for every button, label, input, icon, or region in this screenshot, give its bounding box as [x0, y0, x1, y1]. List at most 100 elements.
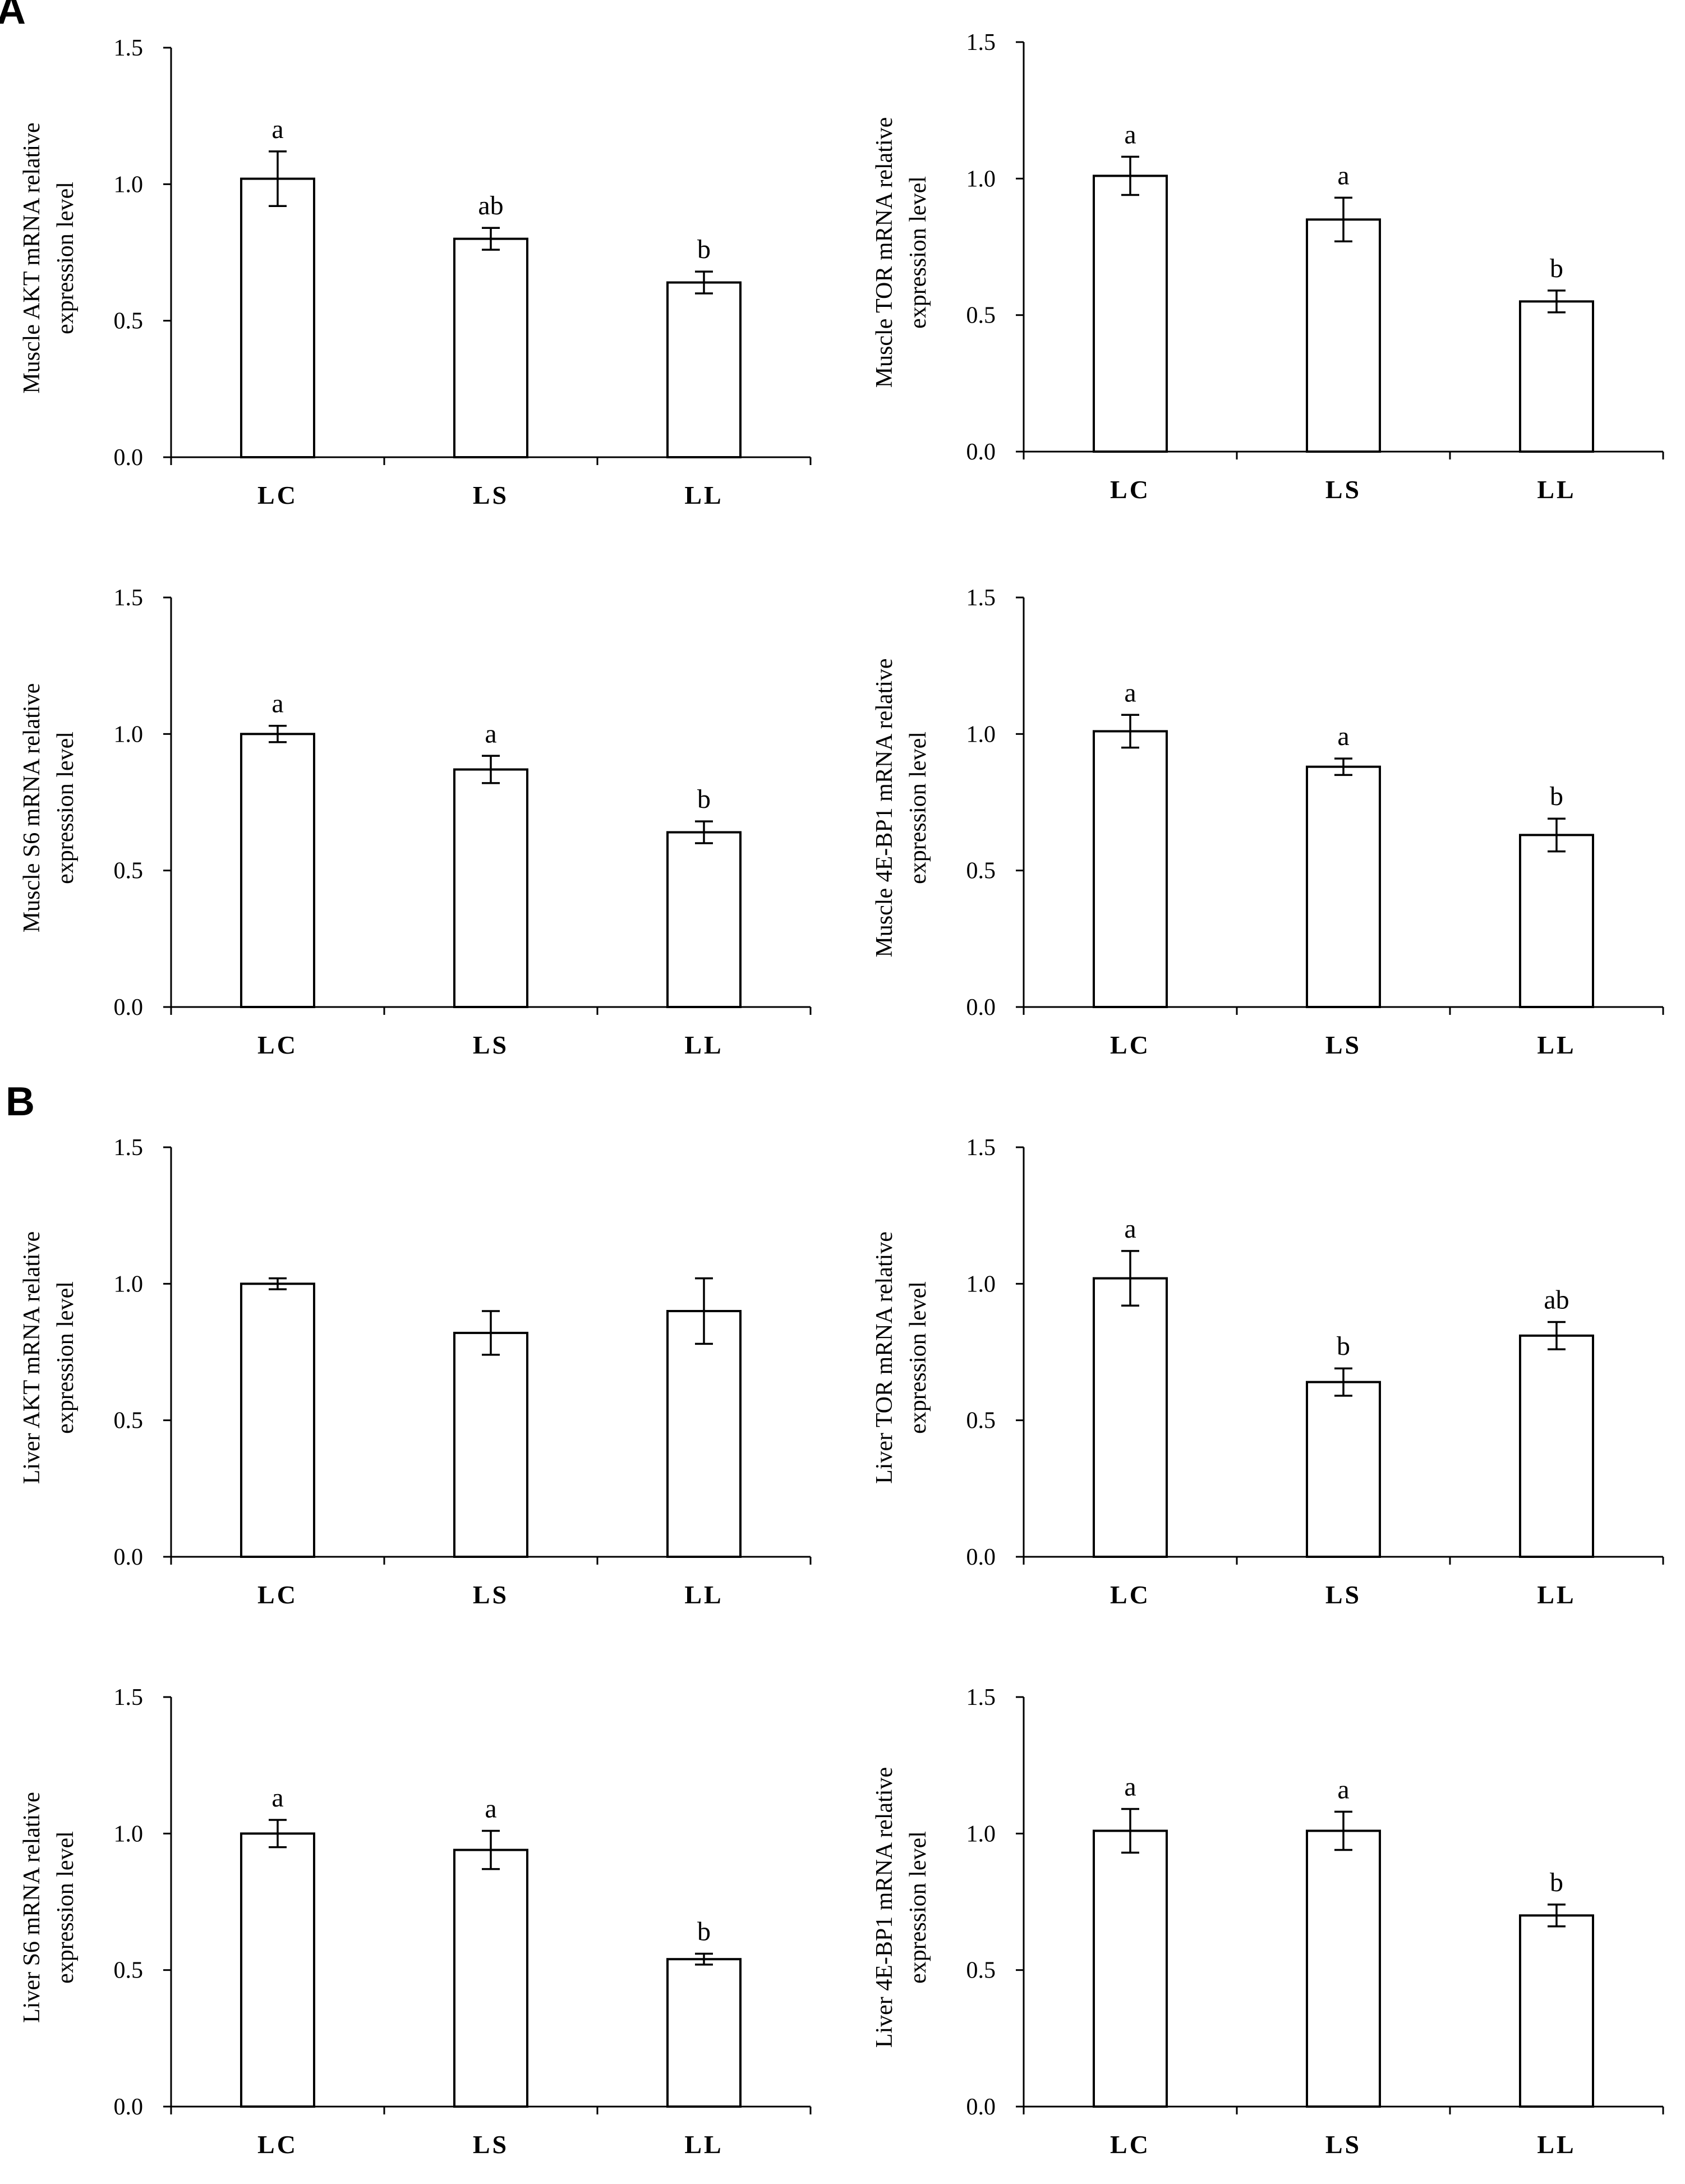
- y-tick-label: 1.5: [114, 35, 144, 61]
- bar-ll: [666, 1958, 742, 2108]
- significance-letter: b: [1550, 254, 1563, 283]
- chart-liver-akt: Liver AKT mRNA relative expression level 0…: [19, 1135, 812, 1609]
- y-tick-label: 1.0: [114, 172, 144, 197]
- bar-lc: [240, 733, 315, 1008]
- chart-muscle-akt: Muscle AKT mRNA relative expression level…: [19, 35, 812, 509]
- category-label: LS: [1325, 475, 1361, 504]
- y-tick-label: 0.0: [114, 445, 144, 471]
- y-tick-label: 0.0: [966, 995, 996, 1020]
- y-tick-label: 1.0: [966, 1821, 996, 1847]
- y-axis-label-line: Liver 4E-BP1 mRNA relative: [872, 1767, 897, 2048]
- y-tick-label: 1.0: [966, 1271, 996, 1297]
- chart-liver-tor: Liver TOR mRNA relative expression level 0…: [872, 1135, 1664, 1609]
- significance-letter: a: [271, 1783, 283, 1813]
- category-label: LL: [684, 1580, 723, 1609]
- y-tick-label: 1.5: [114, 1685, 144, 1711]
- category-label: LC: [257, 2130, 298, 2159]
- y-tick-label: 1.5: [966, 30, 996, 56]
- y-tick-label: 0.5: [114, 858, 144, 884]
- y-axis-label-line: Muscle 4E-BP1 mRNA relative: [872, 658, 897, 957]
- bar-lc: [1093, 1829, 1168, 2108]
- category-label: LC: [257, 1031, 298, 1059]
- bar-lc: [240, 1282, 315, 1558]
- category-label: LS: [1325, 2130, 1361, 2159]
- category-label: LC: [1110, 1031, 1150, 1059]
- category-label: LC: [1110, 2130, 1150, 2159]
- significance-letter: a: [485, 719, 496, 748]
- y-tick-label: 0.0: [114, 995, 144, 1020]
- significance-letter: a: [1124, 1772, 1136, 1802]
- significance-letter: a: [1124, 1214, 1136, 1244]
- panel-label-a: A: [0, 0, 26, 33]
- category-label: LS: [473, 1031, 509, 1059]
- bar-ll: [1519, 1334, 1594, 1558]
- chart-muscle-s6: Muscle S6 mRNA relative expression level 0…: [19, 585, 812, 1059]
- significance-letter: a: [271, 689, 283, 719]
- y-tick-label: 0.5: [966, 303, 996, 329]
- category-label: LC: [257, 481, 298, 509]
- y-axis-label-line: expression level: [905, 1281, 931, 1434]
- y-axis-label-line: expression level: [53, 1281, 79, 1434]
- significance-letter: b: [697, 784, 711, 814]
- y-tick-label: 1.5: [966, 1135, 996, 1161]
- category-label: LS: [1325, 1031, 1361, 1059]
- y-tick-label: 0.5: [966, 858, 996, 884]
- y-tick-label: 1.0: [114, 721, 144, 747]
- category-label: LL: [684, 1031, 723, 1059]
- y-axis-label-line: expression level: [53, 1831, 79, 1984]
- y-tick-label: 0.5: [114, 1408, 144, 1434]
- significance-letter: b: [1550, 1868, 1563, 1897]
- y-tick-label: 0.0: [966, 1544, 996, 1570]
- bar-lc: [1093, 1277, 1168, 1558]
- bar-ls: [453, 237, 528, 458]
- significance-letter: ab: [1544, 1285, 1569, 1314]
- y-tick-label: 1.0: [114, 1821, 144, 1847]
- y-tick-label: 1.0: [966, 166, 996, 192]
- category-label: LL: [1537, 475, 1576, 504]
- category-label: LC: [257, 1580, 298, 1609]
- bar-ls: [453, 768, 528, 1008]
- y-tick-label: 1.0: [114, 1271, 144, 1297]
- y-tick-label: 1.0: [966, 721, 996, 747]
- category-label: LC: [1110, 475, 1150, 504]
- bar-lc: [240, 177, 315, 458]
- significance-letter: a: [271, 114, 283, 144]
- category-label: LS: [473, 2130, 509, 2159]
- y-tick-label: 0.0: [114, 1544, 144, 1570]
- category-label: LL: [1537, 1580, 1576, 1609]
- y-axis-label-line: Liver TOR mRNA relative: [872, 1231, 897, 1484]
- bar-ll: [666, 831, 742, 1008]
- category-label: LL: [1537, 1031, 1576, 1059]
- y-tick-label: 0.5: [114, 309, 144, 334]
- y-tick-label: 0.5: [966, 1958, 996, 1984]
- significance-letter: b: [697, 235, 711, 264]
- category-label: LC: [1110, 1580, 1150, 1609]
- significance-letter: ab: [478, 191, 503, 220]
- category-label: LL: [684, 2130, 723, 2159]
- panel-label-b: B: [6, 1079, 35, 1124]
- chart-muscle-tor: Muscle TOR mRNA relative expression level…: [872, 30, 1664, 504]
- y-tick-label: 0.0: [114, 2094, 144, 2120]
- bar-ls: [1306, 218, 1381, 453]
- bar-ls: [453, 1849, 528, 2108]
- bar-lc: [1093, 174, 1168, 453]
- category-label: LS: [473, 481, 509, 509]
- chart-muscle-4ebp1: Muscle 4E-BP1 mRNA relative expression le…: [872, 585, 1664, 1059]
- bar-ls: [1306, 765, 1381, 1008]
- bar-ls: [1306, 1381, 1381, 1558]
- bar-ll: [1519, 834, 1594, 1008]
- chart-liver-s6: Liver S6 mRNA relative expression level 0.…: [19, 1685, 812, 2159]
- y-axis-label-line: expression level: [53, 732, 79, 884]
- y-axis-label-line: expression level: [905, 176, 931, 329]
- y-tick-label: 0.0: [966, 439, 996, 465]
- bar-ll: [1519, 1914, 1594, 2108]
- significance-letter: a: [1124, 119, 1136, 149]
- bar-ls: [1306, 1829, 1381, 2108]
- y-tick-label: 1.5: [114, 585, 144, 611]
- y-tick-label: 0.5: [114, 1958, 144, 1984]
- y-axis-label-line: expression level: [905, 732, 931, 884]
- y-tick-label: 1.5: [966, 1685, 996, 1711]
- category-label: LL: [1537, 2130, 1576, 2159]
- bar-lc: [1093, 730, 1168, 1008]
- significance-letter: a: [1124, 678, 1136, 707]
